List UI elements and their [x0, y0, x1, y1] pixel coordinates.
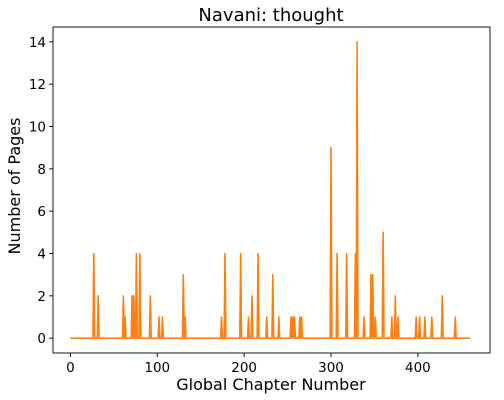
x-axis-label: Global Chapter Number — [176, 375, 366, 394]
x-tick-label: 100 — [144, 360, 170, 376]
y-tick-label: 4 — [37, 247, 46, 263]
y-tick-label: 14 — [29, 35, 46, 51]
series-line — [70, 41, 471, 339]
x-tick-label: 300 — [318, 360, 344, 376]
y-axis: 0 2 4 6 8 10 12 14 — [29, 35, 53, 347]
x-tick-label: 0 — [66, 360, 75, 376]
y-tick-label: 12 — [29, 77, 46, 93]
y-tick-label: 6 — [37, 204, 46, 220]
y-tick-label: 10 — [29, 119, 46, 135]
y-tick-label: 8 — [37, 162, 46, 178]
y-axis-label: Number of Pages — [5, 118, 24, 255]
axes-frame — [52, 26, 491, 354]
chart-title: Navani: thought — [198, 5, 343, 26]
x-tick-label: 400 — [405, 360, 431, 376]
x-tick-label: 200 — [231, 360, 257, 376]
x-axis: 0 100 200 300 400 — [66, 353, 431, 376]
y-tick-label: 2 — [37, 289, 46, 305]
y-tick-label: 0 — [37, 331, 46, 347]
plot-area — [52, 26, 491, 354]
